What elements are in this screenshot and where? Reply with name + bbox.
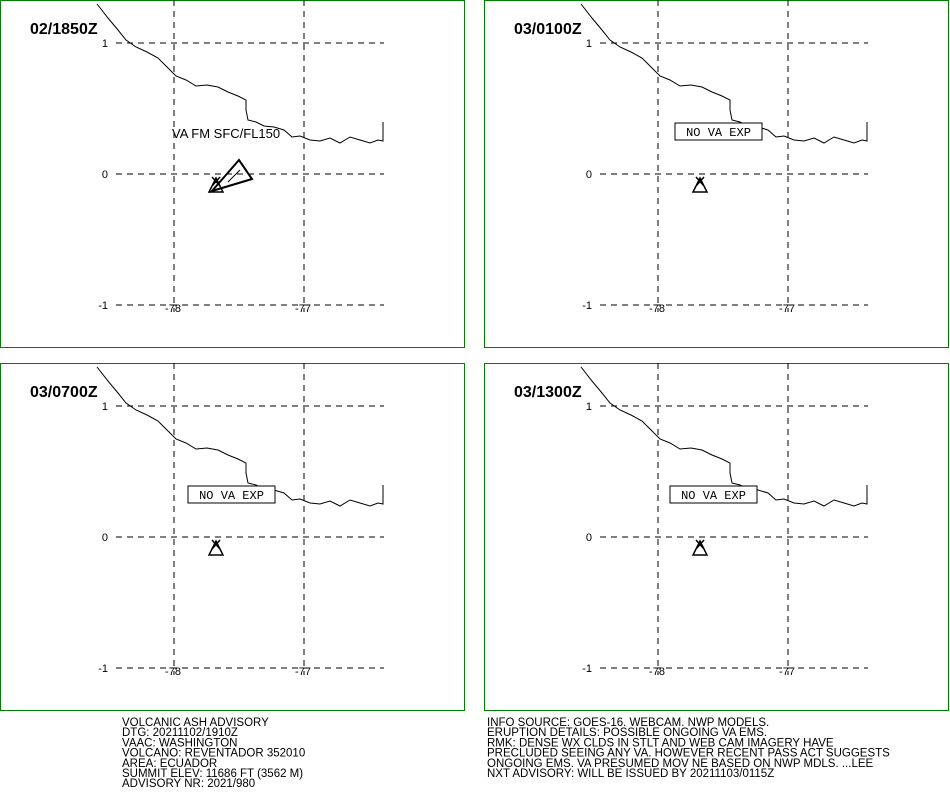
valid-time: 02/1850Z [30, 21, 98, 38]
lon-label: -77 [295, 303, 311, 315]
map-panel: 1 0 -1 -78 -77 03/1300Z NO VA EXP [484, 363, 949, 711]
advisory-line: ONGOING EMS. VA PRESUMED MOV NE BASED ON… [487, 758, 874, 770]
annotation-box [674, 122, 763, 141]
advisory-line: ADVISORY NR: 2021/980 [122, 778, 255, 790]
annotation: NO VA EXP [686, 126, 751, 140]
advisory-line: SUMMIT ELEV: 11686 FT (3562 M) [122, 768, 303, 780]
lon-label: -78 [165, 666, 181, 678]
lat-label: -1 [582, 663, 592, 675]
advisory-line: VOLCANO: REVENTADOR 352010 [122, 748, 305, 760]
advisory-line: NXT ADVISORY: WILL BE ISSUED BY 20211103… [487, 768, 774, 780]
advisory-line: VAAC: WASHINGTON [122, 737, 237, 749]
advisory-line: AREA: ECUADOR [122, 758, 217, 770]
annotation: NO VA EXP [681, 489, 746, 503]
lon-label: -78 [165, 303, 181, 315]
lat-label: -1 [582, 300, 592, 312]
lon-label: -78 [649, 303, 665, 315]
valid-time: 03/1300Z [514, 384, 582, 401]
coastline [580, 366, 868, 507]
lat-label: 0 [102, 532, 108, 544]
advisory-line: VOLCANIC ASH ADVISORY [122, 717, 269, 729]
panel-border [484, 363, 949, 711]
advisory-line: RMK: DENSE WX CLDS IN STLT AND WEB CAM I… [487, 737, 834, 749]
lat-label: -1 [98, 663, 108, 675]
lat-label: -1 [98, 300, 108, 312]
map-panel: 1 0 -1 -78 -77 03/0700Z NO VA EXP [0, 363, 465, 711]
lon-label: -77 [779, 303, 795, 315]
advisory-line: PRECLUDED SEEING ANY VA. HOWEVER RECENT … [487, 748, 890, 760]
ash-hatch [227, 169, 241, 183]
coastline [96, 366, 384, 507]
advisory-line: ERUPTION DETAILS: POSSIBLE ONGOING VA EM… [487, 727, 767, 739]
volcano-symbol [691, 176, 709, 193]
valid-time: 03/0100Z [514, 21, 582, 38]
map-panel: 1 0 -1 -78 -77 02/1850Z VA FM SFC/FL150 [0, 0, 465, 348]
map-panel: 1 0 -1 -78 -77 03/0100Z NO VA EXP [484, 0, 949, 348]
annotation: NO VA EXP [199, 489, 264, 503]
lat-label: 0 [586, 532, 592, 544]
lat-label: 1 [102, 38, 108, 50]
valid-time: 03/0700Z [30, 384, 98, 401]
annotation-box [187, 485, 276, 504]
advisory-line: INFO SOURCE: GOES-16. WEBCAM. NWP MODELS… [487, 717, 769, 729]
annotation: VA FM SFC/FL150 [172, 126, 280, 141]
lon-label: -78 [649, 666, 665, 678]
panel-border [0, 363, 465, 711]
advisory-line: DTG: 20211102/1910Z [122, 727, 238, 739]
lat-label: 1 [586, 401, 592, 413]
volcano-symbol [207, 539, 225, 556]
lat-label: 1 [102, 401, 108, 413]
panel-border [484, 0, 949, 348]
coastline [96, 3, 384, 144]
ash-area [208, 158, 254, 193]
annotation-box [669, 485, 758, 504]
lat-label: 0 [586, 169, 592, 181]
lat-label: 1 [586, 38, 592, 50]
lon-label: -77 [295, 666, 311, 678]
panel-border [0, 0, 465, 348]
lat-label: 0 [102, 169, 108, 181]
lon-label: -77 [779, 666, 795, 678]
volcano-symbol [691, 539, 709, 556]
coastline [580, 3, 868, 144]
